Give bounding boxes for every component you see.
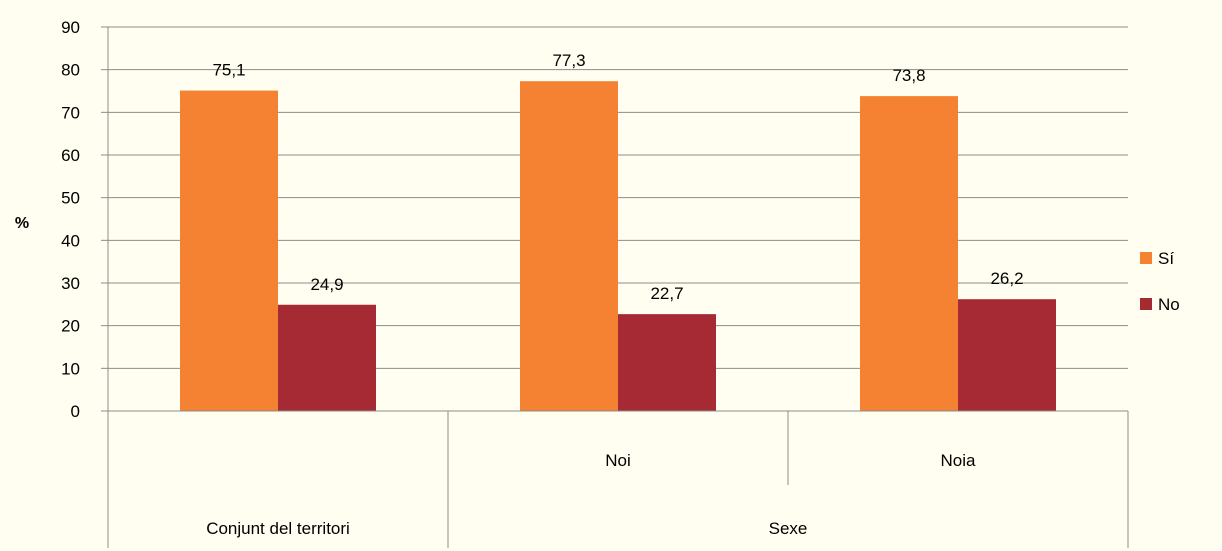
y-tick-label: 0: [71, 402, 80, 421]
y-tick-label: 60: [61, 146, 80, 165]
y-tick-label: 50: [61, 189, 80, 208]
data-label: 75,1: [212, 61, 245, 80]
data-label: 26,2: [990, 269, 1023, 288]
legend-label: Sí: [1158, 249, 1174, 268]
bar-si: [860, 96, 958, 412]
bar-no: [618, 314, 716, 411]
data-label: 24,9: [310, 275, 343, 294]
y-tick-labels: 0 10 20 30 40 50 60 70 80 90: [61, 18, 80, 421]
legend: Sí No: [1140, 249, 1180, 314]
y-tick-label: 90: [61, 18, 80, 37]
y-tick-label: 40: [61, 231, 80, 250]
y-tick-label: 70: [61, 103, 80, 122]
y-tick-label: 20: [61, 317, 80, 336]
category-group-label: Conjunt del territori: [206, 519, 350, 538]
bar-no: [278, 304, 376, 411]
bar-si: [520, 81, 618, 411]
axes: [101, 26, 1128, 412]
bar-si: [180, 90, 278, 411]
y-axis-label: %: [15, 215, 29, 232]
data-label: 77,3: [552, 51, 585, 70]
category-label: Noi: [605, 451, 631, 470]
y-tick-label: 30: [61, 274, 80, 293]
data-labels: 75,1 77,3 73,8 24,9 22,7 26,2: [212, 51, 1023, 303]
y-tick-label: 80: [61, 61, 80, 80]
bar-no: [958, 299, 1056, 411]
legend-swatch: [1140, 298, 1152, 310]
bars: [180, 81, 1056, 412]
y-tick-label: 10: [61, 359, 80, 378]
category-axis: Noi Noia Conjunt del territori Sexe: [107, 411, 1129, 548]
category-group-label: Sexe: [769, 519, 808, 538]
category-label: Noia: [941, 451, 977, 470]
data-label: 73,8: [892, 66, 925, 85]
data-label: 22,7: [650, 284, 683, 303]
legend-label: No: [1158, 295, 1180, 314]
legend-swatch: [1140, 252, 1152, 264]
